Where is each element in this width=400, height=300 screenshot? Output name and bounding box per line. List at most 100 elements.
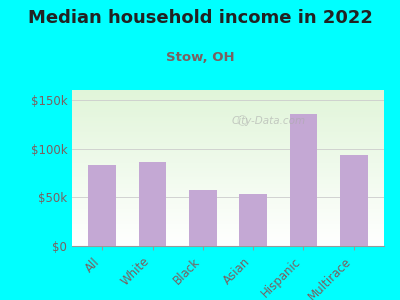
- Bar: [72, 134, 384, 135]
- Bar: [72, 174, 384, 176]
- Bar: [72, 106, 384, 107]
- Bar: [72, 169, 384, 171]
- Bar: [72, 229, 384, 230]
- Bar: [72, 185, 384, 187]
- Bar: [72, 132, 384, 134]
- Bar: [72, 138, 384, 140]
- Bar: [72, 146, 384, 148]
- Bar: [72, 90, 384, 92]
- Bar: [72, 162, 384, 163]
- Bar: [72, 130, 384, 132]
- Bar: [72, 204, 384, 206]
- Bar: [72, 232, 384, 233]
- Bar: [72, 95, 384, 96]
- Bar: [72, 184, 384, 185]
- Bar: [72, 223, 384, 224]
- Bar: [72, 168, 384, 170]
- Bar: [340, 155, 368, 246]
- Bar: [72, 171, 384, 173]
- Bar: [72, 135, 384, 137]
- Bar: [72, 199, 384, 201]
- Bar: [72, 226, 384, 227]
- Bar: [72, 196, 384, 198]
- Bar: [72, 149, 384, 151]
- Bar: [72, 173, 384, 174]
- Bar: [72, 152, 384, 154]
- Bar: [72, 190, 384, 191]
- Bar: [72, 120, 384, 121]
- Bar: [72, 230, 384, 232]
- Bar: [72, 148, 384, 149]
- Bar: [72, 182, 384, 184]
- Bar: [72, 193, 384, 194]
- Bar: [72, 110, 384, 112]
- Text: City-Data.com: City-Data.com: [232, 116, 306, 126]
- Bar: [72, 96, 384, 98]
- Bar: [72, 93, 384, 95]
- Bar: [72, 244, 384, 246]
- Bar: [72, 207, 384, 208]
- Bar: [290, 114, 317, 246]
- Bar: [72, 142, 384, 143]
- Text: Median household income in 2022: Median household income in 2022: [28, 9, 372, 27]
- Bar: [72, 187, 384, 188]
- Bar: [72, 92, 384, 93]
- Bar: [72, 210, 384, 212]
- Bar: [72, 213, 384, 215]
- Bar: [72, 124, 384, 126]
- Bar: [72, 107, 384, 109]
- Bar: [72, 154, 384, 155]
- Bar: [88, 165, 116, 246]
- Bar: [72, 238, 384, 240]
- Bar: [72, 181, 384, 182]
- Bar: [72, 137, 384, 138]
- Bar: [72, 240, 384, 241]
- Bar: [72, 155, 384, 157]
- Bar: [72, 227, 384, 229]
- Bar: [72, 118, 384, 120]
- Bar: [72, 126, 384, 128]
- Bar: [72, 157, 384, 159]
- Bar: [72, 98, 384, 99]
- Bar: [72, 243, 384, 244]
- Bar: [72, 235, 384, 237]
- Bar: [72, 167, 384, 168]
- Bar: [72, 218, 384, 220]
- Bar: [72, 188, 384, 190]
- Bar: [72, 165, 384, 166]
- Bar: [189, 190, 217, 246]
- Bar: [72, 212, 384, 213]
- Bar: [72, 206, 384, 207]
- Bar: [72, 99, 384, 101]
- Bar: [72, 216, 384, 218]
- Bar: [72, 116, 384, 118]
- Bar: [139, 162, 166, 246]
- Bar: [72, 202, 384, 204]
- Bar: [72, 179, 384, 181]
- Bar: [72, 129, 384, 130]
- Bar: [72, 143, 384, 145]
- Bar: [72, 201, 384, 202]
- Bar: [72, 113, 384, 115]
- Bar: [72, 159, 384, 160]
- Bar: [72, 224, 384, 226]
- Bar: [72, 241, 384, 243]
- Bar: [72, 163, 384, 165]
- Bar: [72, 160, 384, 162]
- Bar: [72, 191, 384, 193]
- Bar: [72, 198, 384, 199]
- Bar: [72, 128, 384, 129]
- Bar: [72, 220, 384, 221]
- Bar: [72, 104, 384, 106]
- Bar: [72, 176, 384, 177]
- Bar: [72, 151, 384, 152]
- Bar: [72, 103, 384, 104]
- Bar: [72, 221, 384, 223]
- Bar: [72, 233, 384, 235]
- Text: Stow, OH: Stow, OH: [166, 51, 234, 64]
- Bar: [72, 177, 384, 179]
- Bar: [72, 140, 384, 142]
- Bar: [72, 115, 384, 116]
- Bar: [72, 194, 384, 196]
- Bar: [72, 123, 384, 124]
